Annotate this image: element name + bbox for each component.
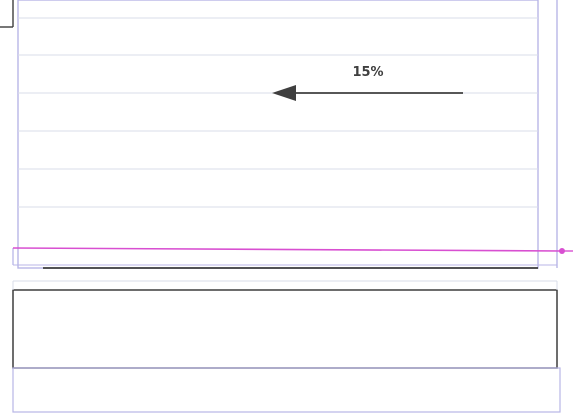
magenta-guide-line — [12, 247, 563, 252]
annotation-arrow-head — [272, 85, 296, 101]
upper-ruled-panel — [17, 0, 539, 269]
annotation-percentage: 15% — [352, 65, 383, 80]
middle-panel — [12, 289, 558, 369]
lower-panel — [12, 367, 561, 413]
magenta-guide-node — [559, 248, 565, 254]
